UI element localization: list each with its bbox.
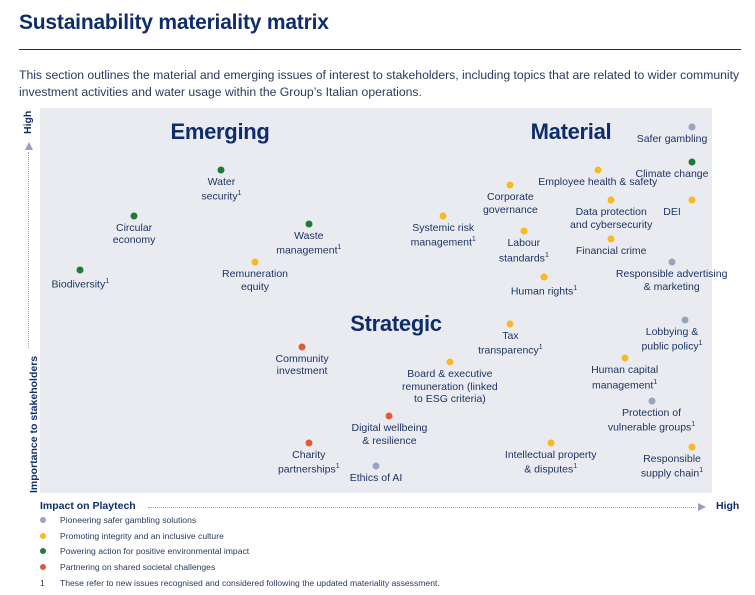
point-dot-charity-partnerships [305,439,313,447]
new-issue-marker: 1 [691,421,696,429]
point-dot-protection-of-vulnerable-groups [648,397,656,405]
y-axis-dotted-line [28,152,29,348]
point-dot-corporate-governance [506,181,514,189]
new-issue-marker: 1 [538,344,543,352]
point-label-employee-health-safety: Employee health & safety [538,175,658,188]
new-issue-marker: 1 [335,463,340,471]
point-label-intellectual-property-disputes: Intellectual property & disputes1 [504,448,597,476]
point-dot-biodiversity [76,266,84,274]
point-dot-board-executive-remuneration-linked-to-esg-criteria [446,358,454,366]
new-issue-marker: 1 [653,378,658,386]
x-axis-title: Impact on Playtech [40,500,136,512]
x-axis-high-label: High [716,500,740,512]
point-label-tax-transparency: Tax transparency1 [478,329,543,357]
new-issue-marker: 1 [699,467,704,475]
point-label-labour-standards: Labour standards1 [498,237,549,265]
new-issue-marker: 1 [237,190,242,198]
legend-dot-yellow [40,532,46,539]
point-dot-tax-transparency [506,320,514,328]
point-label-digital-wellbeing-resilience: Digital wellbeing & resilience [351,422,428,447]
point-dot-employee-health-safety [594,166,602,174]
point-dot-data-protection-and-cybersecurity [607,196,615,204]
new-issue-marker: 1 [698,340,703,348]
point-label-financial-crime: Financial crime [575,244,647,257]
x-axis-dotted-line [148,507,696,508]
point-dot-digital-wellbeing-resilience [385,412,393,420]
point-dot-water-security [217,166,225,174]
new-issue-marker: 1 [471,236,476,244]
point-label-human-rights: Human rights1 [510,285,578,298]
point-dot-intellectual-property-disputes [547,439,555,447]
point-dot-financial-crime [607,235,615,243]
quadrant-label-strategic: Strategic [350,311,442,336]
legend-dot-grey [40,517,46,523]
footnote-mark: 1 [40,578,45,588]
point-label-responsible-advertising-marketing: Responsible advertising & marketing [615,268,728,293]
point-label-corporate-governance: Corporate governance [482,191,538,216]
point-dot-systemic-risk-management [439,212,447,220]
point-dot-human-rights [540,273,548,281]
point-label-community-investment: Community investment [275,352,329,378]
point-label-human-capital-management: Human capital management1 [591,364,659,392]
new-issue-marker: 1 [573,285,578,293]
quadrant-label-material: Material [530,119,612,144]
point-dot-labour-standards [520,227,528,235]
new-issue-marker: 1 [105,277,110,285]
point-dot-waste-management [305,220,313,227]
point-dot-lobbying-public-policy [681,316,689,324]
point-label-dei: DEI [663,206,681,219]
point-dot-human-capital-management [621,354,629,362]
footnote-text: These refer to new issues recognised and… [60,578,440,588]
legend-dot-green [40,548,46,554]
legend-label-grey: Pioneering safer gambling solutions [60,515,197,525]
point-label-ethics-of-ai: Ethics of AI [349,472,403,485]
point-label-systemic-risk-management: Systemic risk management1 [410,221,476,249]
y-axis-title: Importance to stakeholders [28,355,40,493]
point-label-safer-gambling: Safer gambling [636,133,708,146]
y-axis-high-label: High [22,110,34,134]
point-label-circular-economy: Circular economy [112,221,156,247]
point-dot-remuneration-equity [251,258,259,266]
new-issue-marker: 1 [573,463,578,471]
legend-label-yellow: Promoting integrity and an inclusive cul… [60,530,224,541]
point-dot-community-investment [298,343,306,351]
point-dot-circular-economy [130,212,138,220]
point-label-board-executive-remuneration-linked-to-esg-criteria: Board & executive remuneration (linked to … [402,368,498,406]
title-divider [19,49,741,50]
point-dot-ethics-of-ai [372,462,380,470]
y-axis-arrow-icon [25,142,33,150]
legend-label-red: Partnering on shared societal challenges [60,561,216,572]
point-dot-dei [688,196,696,204]
legend-label-green: Powering action for positive environment… [60,546,250,556]
matrix-plot-area: Emerging Material Strategic Safer gambli… [40,108,727,493]
x-axis-arrow-icon [698,503,706,511]
point-label-lobbying-public-policy: Lobbying & public policy1 [641,325,703,353]
new-issue-marker: 1 [337,244,342,251]
intro-text: This section outlines the material and e… [19,68,740,99]
point-label-charity-partnerships: Charity partnerships1 [277,448,340,476]
point-label-responsible-supply-chain: Responsible supply chain1 [640,452,704,480]
point-label-biodiversity: Biodiversity1 [51,277,110,291]
point-label-waste-management: Waste management1 [276,229,342,257]
point-dot-safer-gambling [688,123,696,131]
point-dot-climate-change [688,158,696,166]
point-label-water-security: Water security1 [201,175,242,203]
point-label-climate-change: Climate change [635,167,709,180]
point-label-protection-of-vulnerable-groups: Protection of vulnerable groups1 [607,406,696,434]
point-dot-responsible-supply-chain [688,443,696,451]
point-dot-responsible-advertising-marketing [668,258,676,266]
page-title: Sustainability materiality matrix [19,11,329,34]
point-label-data-protection-and-cybersecurity: Data protection and cybersecurity [570,206,653,231]
legend-dot-red [40,563,46,570]
new-issue-marker: 1 [544,251,549,259]
point-label-remuneration-equity: Remuneration equity [222,268,289,293]
quadrant-label-emerging: Emerging [170,119,270,144]
